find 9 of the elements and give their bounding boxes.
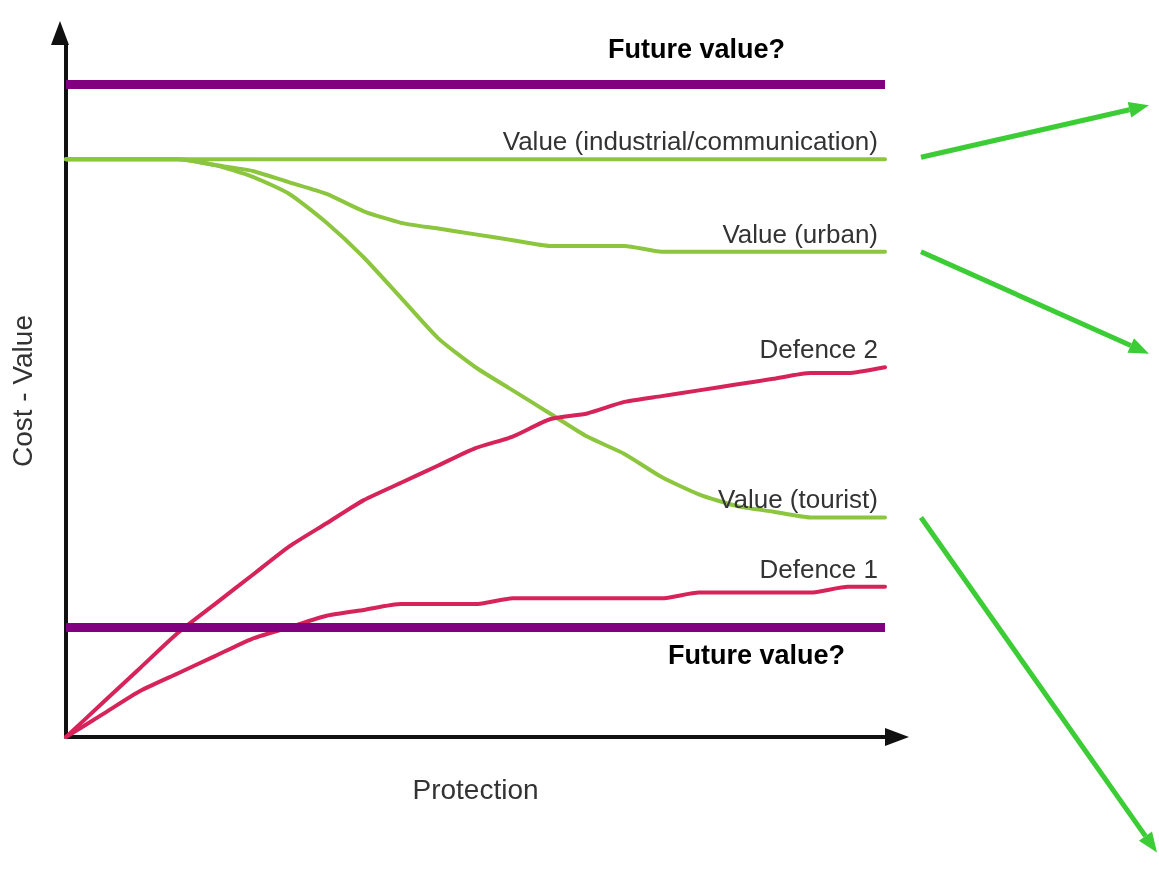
series-label: Value (tourist) [718, 484, 878, 515]
series-label: Defence 2 [759, 334, 878, 365]
series-label: Value (urban) [722, 218, 878, 249]
ref-line-label: Future value? [607, 33, 785, 64]
series-label: Value (industrial/communication) [502, 126, 878, 157]
ref-line-label: Future value? [667, 639, 845, 670]
series-label: Defence 1 [759, 553, 878, 584]
y-axis-title: Cost - Value [6, 315, 38, 467]
x-axis-title: Protection [412, 773, 539, 805]
